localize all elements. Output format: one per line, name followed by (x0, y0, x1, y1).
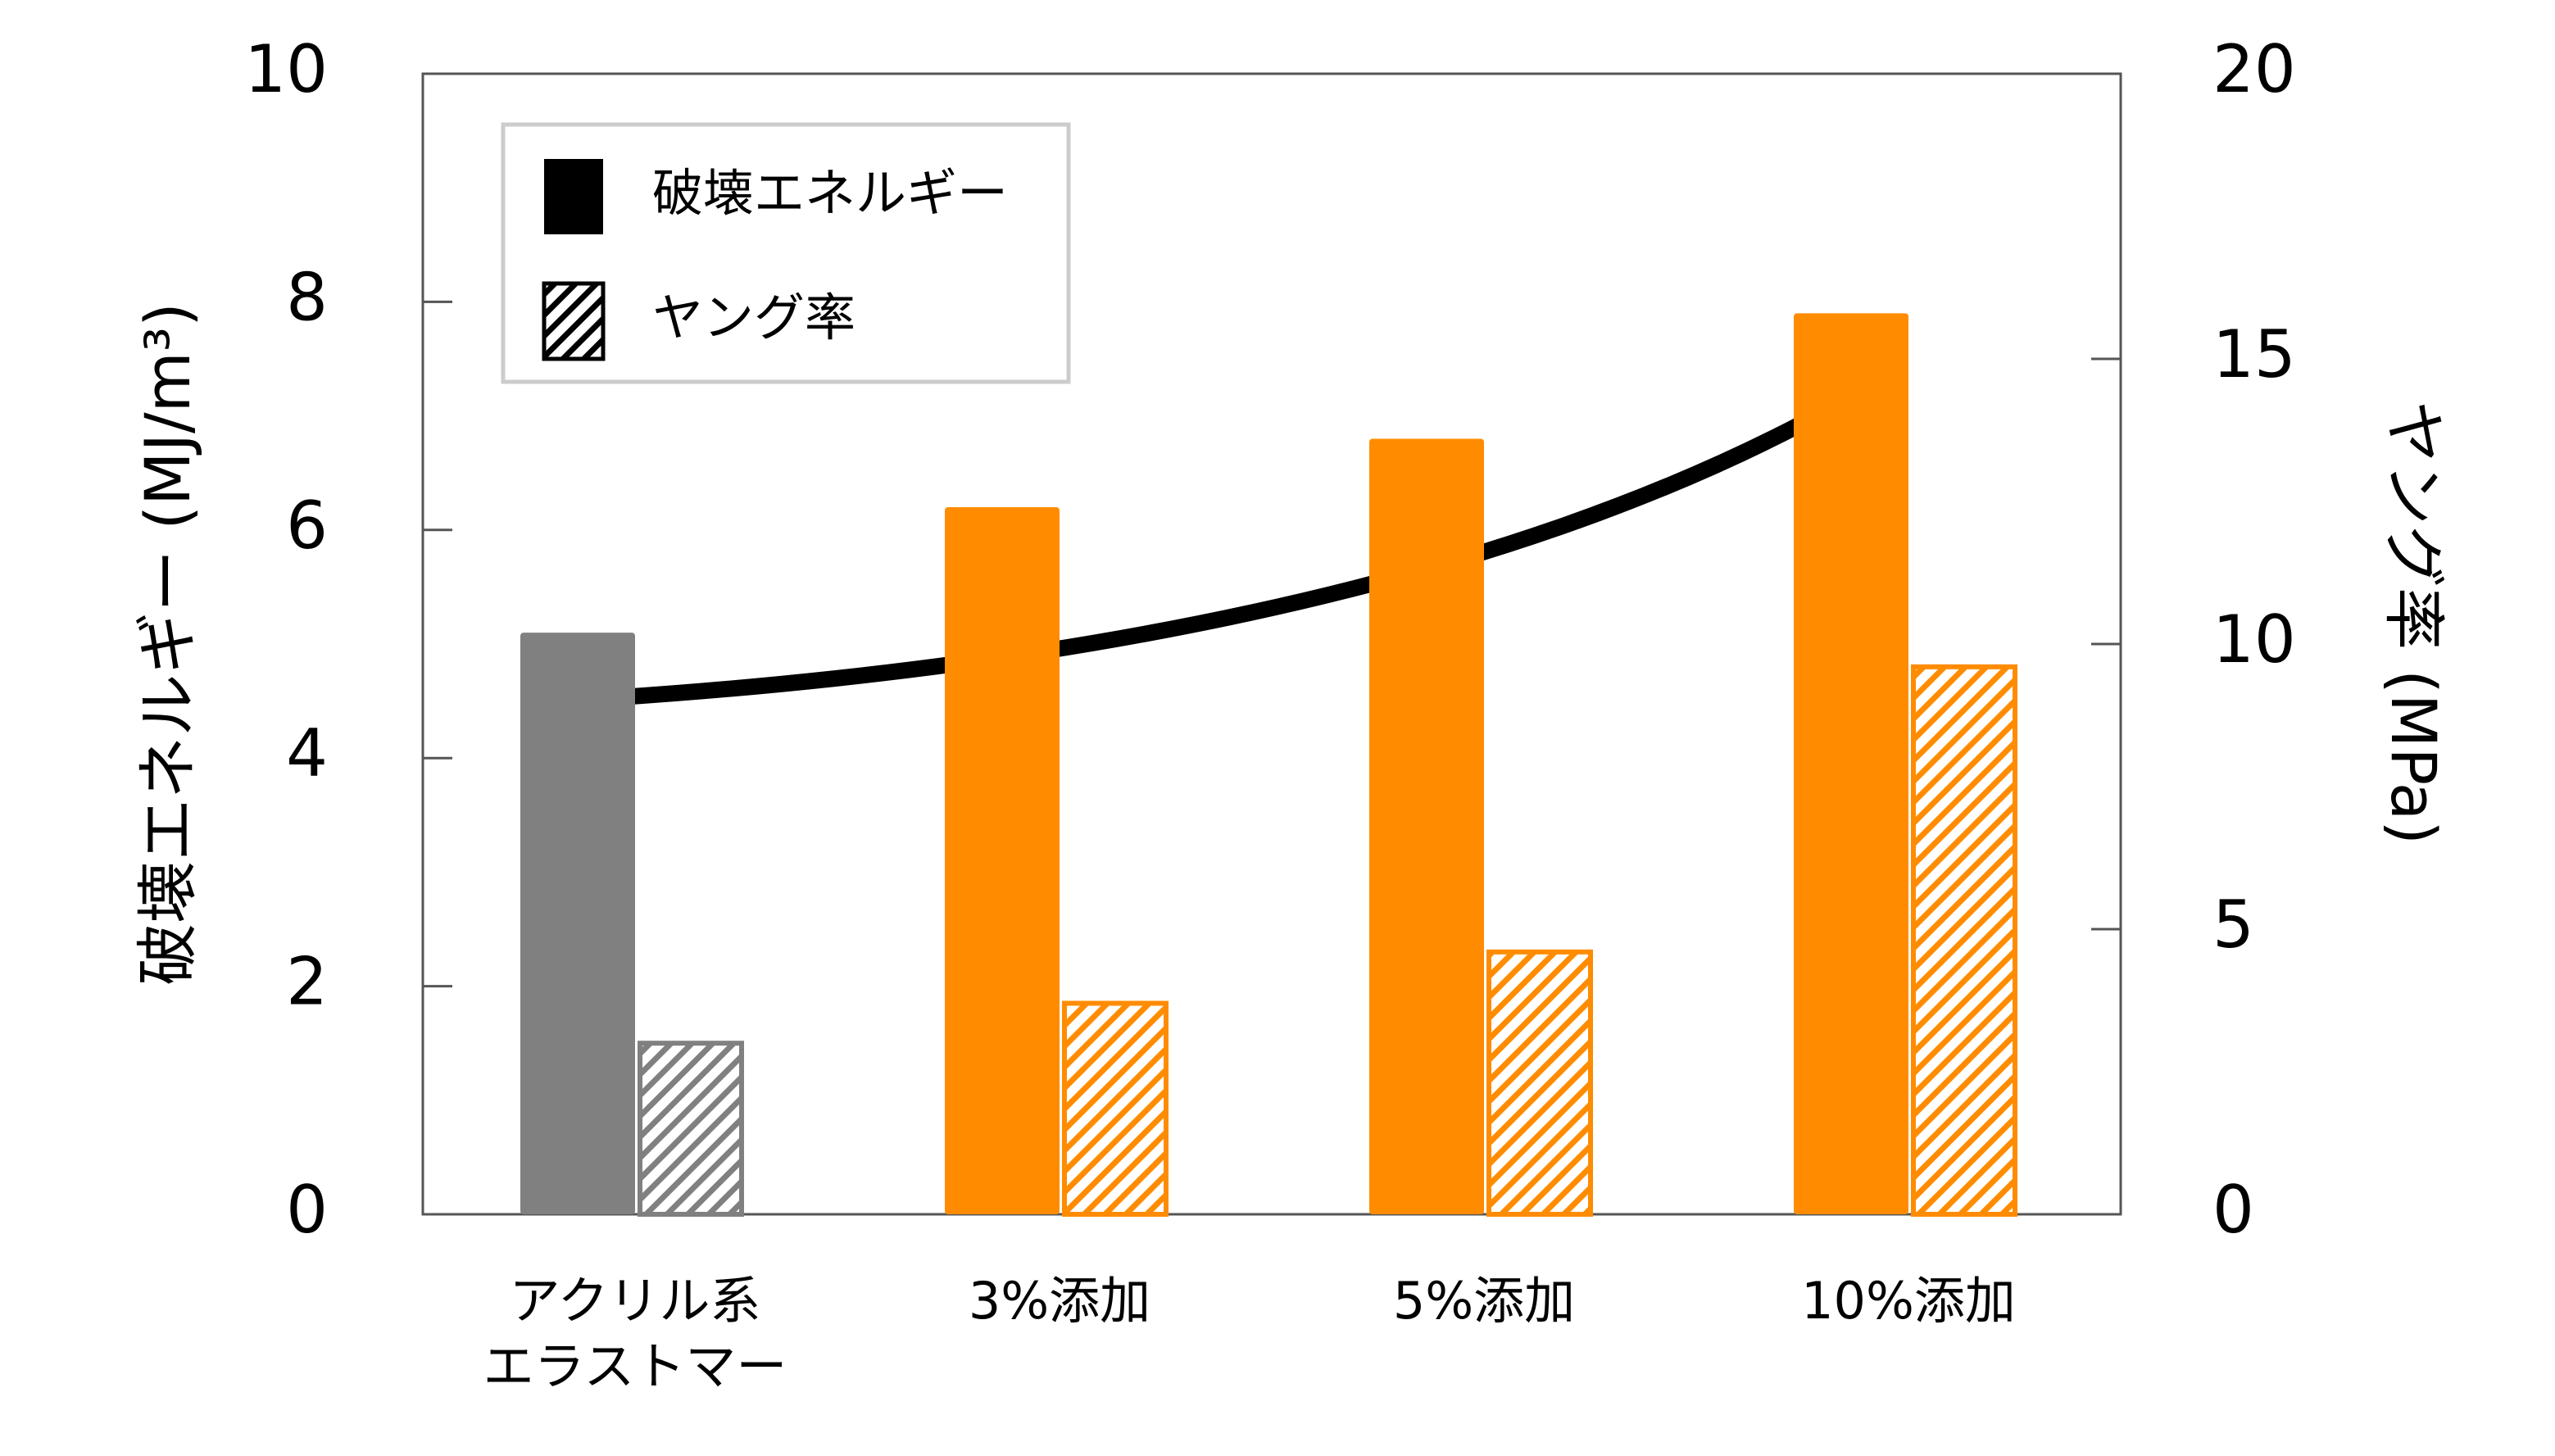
bar (1062, 1000, 1169, 1217)
y2-tick-label: 0 (2212, 1172, 2254, 1248)
bar (1794, 313, 1908, 1214)
legend-swatch (542, 281, 606, 361)
y2-tick-label: 20 (2212, 31, 2296, 107)
y2-tick-label: 5 (2212, 887, 2254, 963)
x-tick-label: アクリル系エラストマー (483, 1271, 787, 1396)
y-axis-title: 破壊エネルギー (MJ/m³) (131, 302, 204, 986)
bar (1369, 438, 1484, 1214)
trend-arrow (581, 365, 1905, 708)
bar (638, 1041, 744, 1217)
legend-label: ヤング率 (652, 288, 855, 347)
x-tick-label: 10%添加 (1801, 1271, 2016, 1331)
bar (1486, 949, 1593, 1217)
legend-swatch (544, 159, 603, 234)
y-tick-label: 0 (286, 1172, 328, 1248)
bar (520, 633, 635, 1214)
y2-axis-title: ヤング率 (MPa) (2377, 401, 2450, 845)
y-tick-label: 4 (286, 715, 328, 792)
y-tick-label: 10 (244, 31, 328, 107)
bar (1911, 664, 2017, 1217)
y-tick-label: 2 (286, 944, 328, 1020)
bar (945, 506, 1060, 1214)
y-tick-label: 8 (286, 259, 328, 335)
x-tick-label: 5%添加 (1393, 1271, 1575, 1331)
y2-tick-label: 15 (2212, 316, 2296, 392)
x-tick-label: 3%添加 (969, 1271, 1150, 1331)
legend-label: 破壊エネルギー (652, 163, 1008, 223)
y-tick-label: 6 (286, 488, 328, 564)
y2-tick-label: 10 (2212, 601, 2296, 678)
